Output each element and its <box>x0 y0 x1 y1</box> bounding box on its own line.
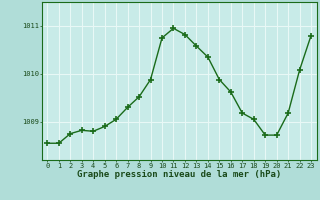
X-axis label: Graphe pression niveau de la mer (hPa): Graphe pression niveau de la mer (hPa) <box>77 170 281 179</box>
